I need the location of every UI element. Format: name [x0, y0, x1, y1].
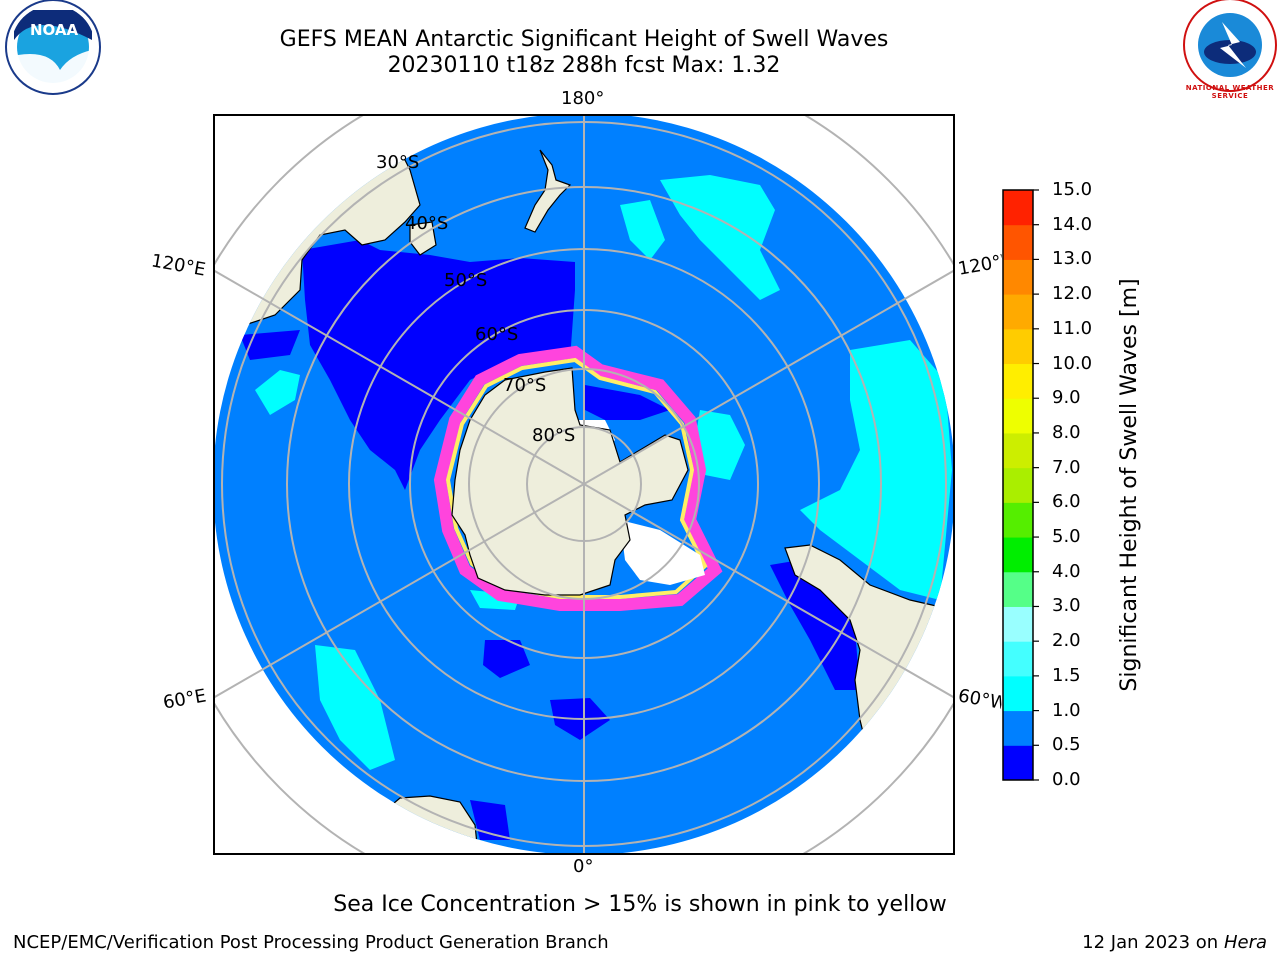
colorbar-segment — [1003, 328, 1033, 365]
colorbar-tick-label: 8.0 — [1052, 421, 1081, 443]
map-area — [214, 115, 954, 854]
colorbar-tick-label: 6.0 — [1052, 491, 1081, 513]
colorbar-segment — [1003, 294, 1033, 330]
colorbar — [1002, 189, 1039, 781]
mid-swell-region — [255, 370, 300, 415]
credit-text: NCEP/EMC/Verification Post Processing Pr… — [13, 932, 609, 953]
colorbar-tick-label: 15.0 — [1052, 179, 1093, 200]
colorbar-tick-label: 10.0 — [1052, 352, 1093, 374]
lon-label-180: 180° — [561, 88, 605, 109]
sea-ice-note: Sea Ice Concentration > 15% is shown in … — [333, 892, 947, 917]
mid-swell-region — [695, 410, 745, 480]
sea-ice-edge — [433, 345, 723, 611]
low-swell-region — [483, 640, 530, 678]
lat-label-60s: 60°S — [475, 324, 519, 345]
lon-label-0: 0° — [573, 856, 594, 877]
longitude-gridlines — [214, 115, 954, 854]
colorbar-tick-label: 1.5 — [1052, 664, 1081, 686]
colorbar-tick-label: 0.0 — [1052, 769, 1081, 790]
colorbar-segment — [1003, 259, 1033, 295]
colorbar-segment — [1003, 710, 1033, 746]
colorbar-tick-label: 0.5 — [1052, 734, 1081, 756]
lat-label-70s: 70°S — [503, 375, 547, 396]
colorbar-segment — [1003, 571, 1033, 607]
colorbar-segment — [1003, 675, 1033, 712]
colorbar-segment — [1003, 745, 1033, 781]
colorbar-segment — [1003, 641, 1033, 677]
colorbar-label: Significant Height of Swell Waves [m] — [1117, 278, 1142, 692]
lat-label-50s: 50°S — [444, 270, 488, 291]
colorbar-tick-label: 1.0 — [1052, 699, 1081, 721]
colorbar-segment — [1003, 606, 1033, 642]
colorbar-tick-label: 9.0 — [1052, 387, 1081, 409]
colorbar-segment — [1003, 363, 1033, 399]
low-swell-region — [585, 385, 670, 420]
noaa-logo — [5, 0, 101, 95]
date-value: 12 Jan 2023 on — [1082, 932, 1224, 953]
colorbar-tick-label: 12.0 — [1052, 283, 1093, 305]
colorbar-segment — [1003, 190, 1033, 226]
date-text: 12 Jan 2023 on Hera — [1082, 932, 1267, 953]
mid-swell-region — [315, 645, 395, 770]
machine-name: Hera — [1223, 932, 1267, 953]
lat-label-30s: 30°S — [376, 152, 420, 173]
lat-label-40s: 40°S — [405, 213, 449, 234]
colorbar-tick-label: 2.0 — [1052, 630, 1081, 652]
colorbar-segment — [1003, 224, 1033, 260]
noaa-logo-text: NOAA — [30, 21, 79, 39]
colorbar-segment — [1003, 467, 1033, 503]
colorbar-tick-label: 3.0 — [1052, 595, 1081, 617]
mid-swell-region — [620, 200, 665, 260]
colorbar-frame — [1002, 189, 1034, 781]
ice-shelf — [620, 520, 705, 585]
mid-swell-region — [800, 340, 952, 600]
colorbar-segment — [1003, 537, 1033, 573]
nws-logo — [1183, 0, 1277, 92]
nws-logo-text: NATIONAL WEATHER SERVICE — [1185, 84, 1275, 100]
colorbar-tick-label: 13.0 — [1052, 248, 1093, 270]
new-zealand-land — [524, 149, 572, 233]
chart-title: GEFS MEAN Antarctic Significant Height o… — [279, 27, 889, 52]
colorbar-segment — [1003, 432, 1033, 469]
colorbar-tick-label: 11.0 — [1052, 317, 1093, 339]
low-swell-region — [240, 330, 300, 360]
colorbar-tick-label: 5.0 — [1052, 526, 1081, 548]
sea-ice-inner — [445, 357, 708, 599]
map-frame — [213, 114, 955, 855]
colorbar-tick-label: 14.0 — [1052, 213, 1093, 235]
colorbar-tick-label: 7.0 — [1052, 456, 1081, 478]
low-swell-region — [302, 240, 575, 490]
colorbar-segment — [1003, 502, 1033, 538]
lat-label-80s: 80°S — [532, 425, 576, 446]
chart-subtitle: 20230110 t18z 288h fcst Max: 1.32 — [387, 53, 781, 78]
colorbar-segment — [1003, 398, 1033, 434]
colorbar-tick-label: 4.0 — [1052, 560, 1081, 582]
